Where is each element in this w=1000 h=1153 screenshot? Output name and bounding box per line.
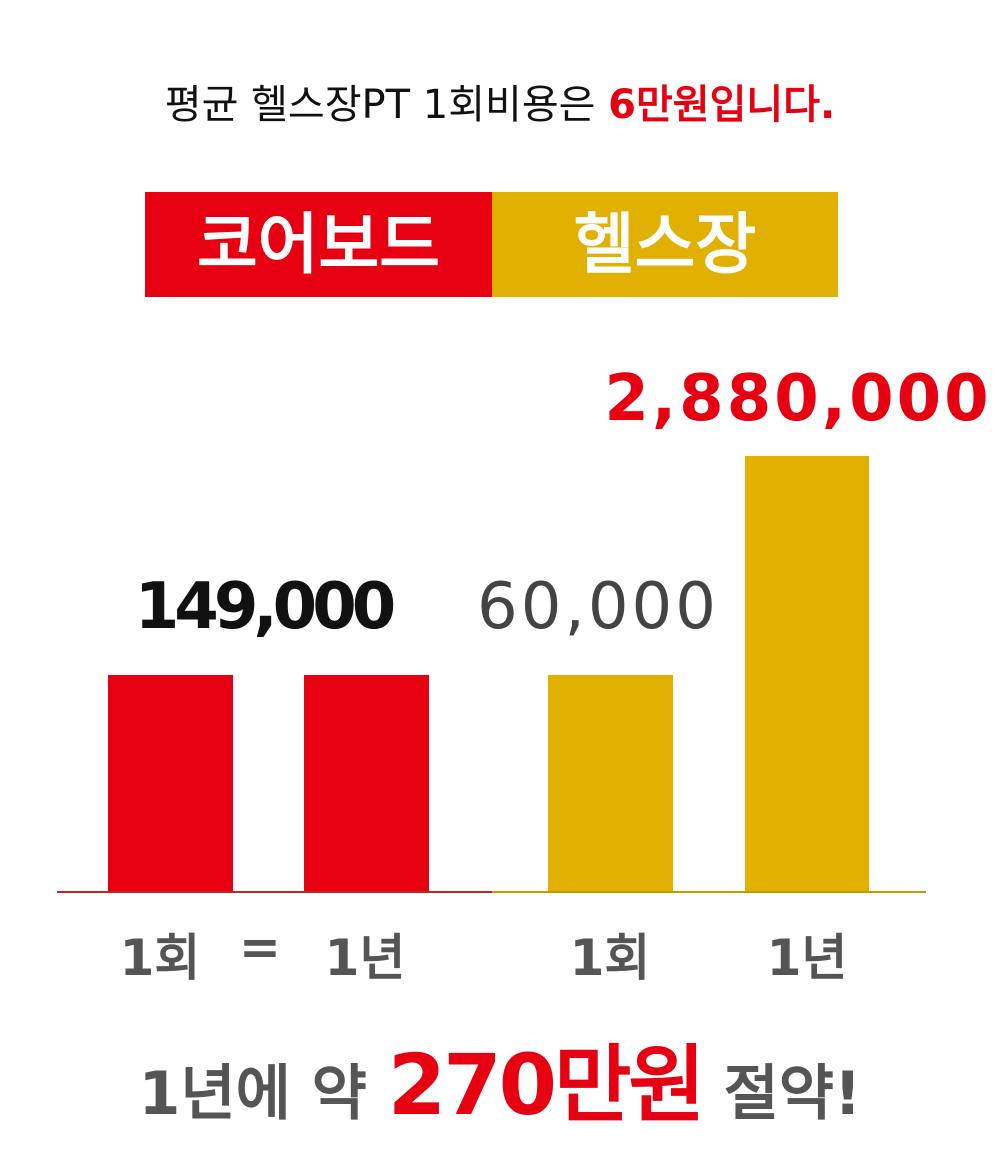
- headline-highlight: 6만원입니다.: [608, 82, 836, 128]
- tab-label: 코어보드: [197, 206, 440, 283]
- value-label: 149,000: [134, 570, 397, 644]
- headline-text: 평균 헬스장PT 1회비용은: [164, 82, 596, 128]
- axis-label: =: [239, 918, 281, 976]
- footer-text: 1년에 약: [138, 1059, 367, 1129]
- axis-label: 1년: [324, 929, 406, 987]
- axis-label: 1년: [766, 929, 848, 987]
- headline: 평균 헬스장PT 1회비용은 6만원입니다.: [0, 72, 1000, 130]
- axis-label: 1회: [569, 929, 651, 987]
- footer-text: 절약!: [723, 1059, 862, 1129]
- footer: 1년에 약 270만원 절약!: [0, 1018, 1000, 1139]
- tab-label: 헬스장: [573, 206, 757, 283]
- tab-background: [145, 192, 492, 297]
- tab-background: [492, 192, 838, 297]
- bar: [745, 456, 869, 892]
- bar: [548, 675, 673, 892]
- value-label: 60,000: [477, 570, 719, 644]
- value-label: 2,880,000: [604, 362, 992, 436]
- bar: [304, 675, 429, 892]
- axis-label: 1회: [119, 929, 201, 987]
- bar: [108, 675, 233, 892]
- footer-highlight: 270만원: [387, 1036, 706, 1134]
